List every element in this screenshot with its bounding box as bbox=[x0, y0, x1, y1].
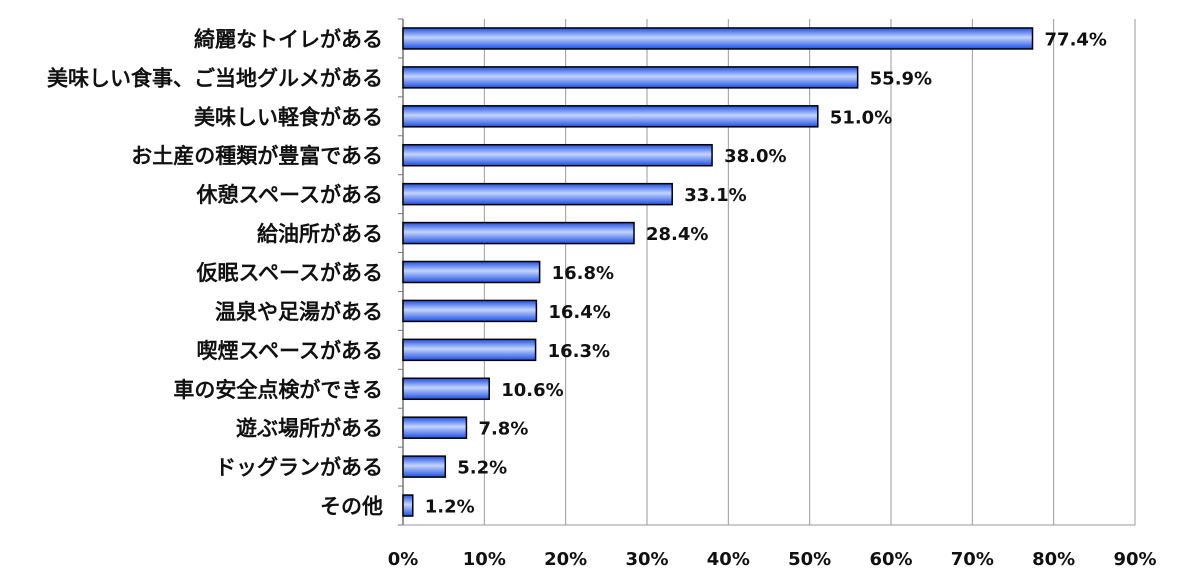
data-label: 7.8% bbox=[478, 419, 528, 440]
data-label: 16.4% bbox=[548, 302, 610, 323]
bar bbox=[402, 416, 468, 439]
category-label: 車の安全点検ができる bbox=[173, 378, 383, 402]
bar bbox=[402, 66, 859, 89]
x-tick-label: 40% bbox=[707, 549, 750, 570]
data-label: 33.1% bbox=[684, 185, 746, 206]
labels: 0% 10% 20% 30% 40% 50% 60% 70% 80% 90% 綺麗なトイレがある 77… bbox=[47, 27, 1157, 570]
category-label: 休憩スペースがある bbox=[196, 183, 383, 207]
x-tick-label: 10% bbox=[463, 549, 506, 570]
bar bbox=[402, 105, 819, 128]
data-label: 10.6% bbox=[501, 380, 563, 401]
bar bbox=[402, 455, 447, 478]
x-tick-label: 80% bbox=[1032, 549, 1075, 570]
bar bbox=[402, 182, 673, 206]
category-label: お土産の種類が豊富である bbox=[131, 144, 383, 168]
x-tick-label: 0% bbox=[388, 549, 419, 570]
category-label: 遊ぶ場所がある bbox=[236, 417, 383, 441]
x-tick-label: 70% bbox=[951, 549, 994, 570]
bar bbox=[402, 299, 538, 323]
category-label: 美味しい食事、ご当地グルメがある bbox=[47, 66, 383, 90]
x-tick-label: 60% bbox=[869, 549, 912, 570]
data-label: 77.4% bbox=[1045, 29, 1107, 50]
data-label: 51.0% bbox=[830, 107, 892, 128]
x-tick-label: 30% bbox=[625, 549, 668, 570]
category-label: 喫煙スペースがある bbox=[197, 339, 383, 363]
category-label: その他 bbox=[320, 495, 383, 519]
bar bbox=[402, 377, 490, 401]
bar bbox=[402, 143, 713, 167]
bars bbox=[402, 27, 1034, 517]
x-tick-label: 90% bbox=[1113, 549, 1156, 570]
bar bbox=[402, 338, 537, 362]
data-label: 55.9% bbox=[870, 68, 932, 89]
data-label: 5.2% bbox=[457, 458, 507, 479]
category-label: 綺麗なトイレがある bbox=[194, 27, 383, 51]
x-tick-label: 50% bbox=[788, 549, 831, 570]
gridlines bbox=[398, 18, 1136, 526]
bar bbox=[402, 494, 414, 517]
data-label: 16.3% bbox=[548, 341, 610, 362]
category-label: ドッグランがある bbox=[215, 456, 383, 480]
data-label: 38.0% bbox=[724, 146, 786, 167]
bar bbox=[402, 221, 635, 245]
data-label: 1.2% bbox=[425, 497, 475, 518]
bar bbox=[402, 27, 1034, 50]
category-label: 温泉や足湯がある bbox=[215, 300, 383, 324]
bar bbox=[402, 260, 541, 284]
data-label: 28.4% bbox=[646, 224, 708, 245]
data-label: 16.8% bbox=[552, 263, 614, 284]
x-tick-label: 20% bbox=[544, 549, 587, 570]
category-label: 仮眠スペースがある bbox=[196, 261, 383, 285]
category-label: 給油所がある bbox=[257, 222, 383, 246]
category-label: 美味しい軽食がある bbox=[194, 105, 383, 129]
